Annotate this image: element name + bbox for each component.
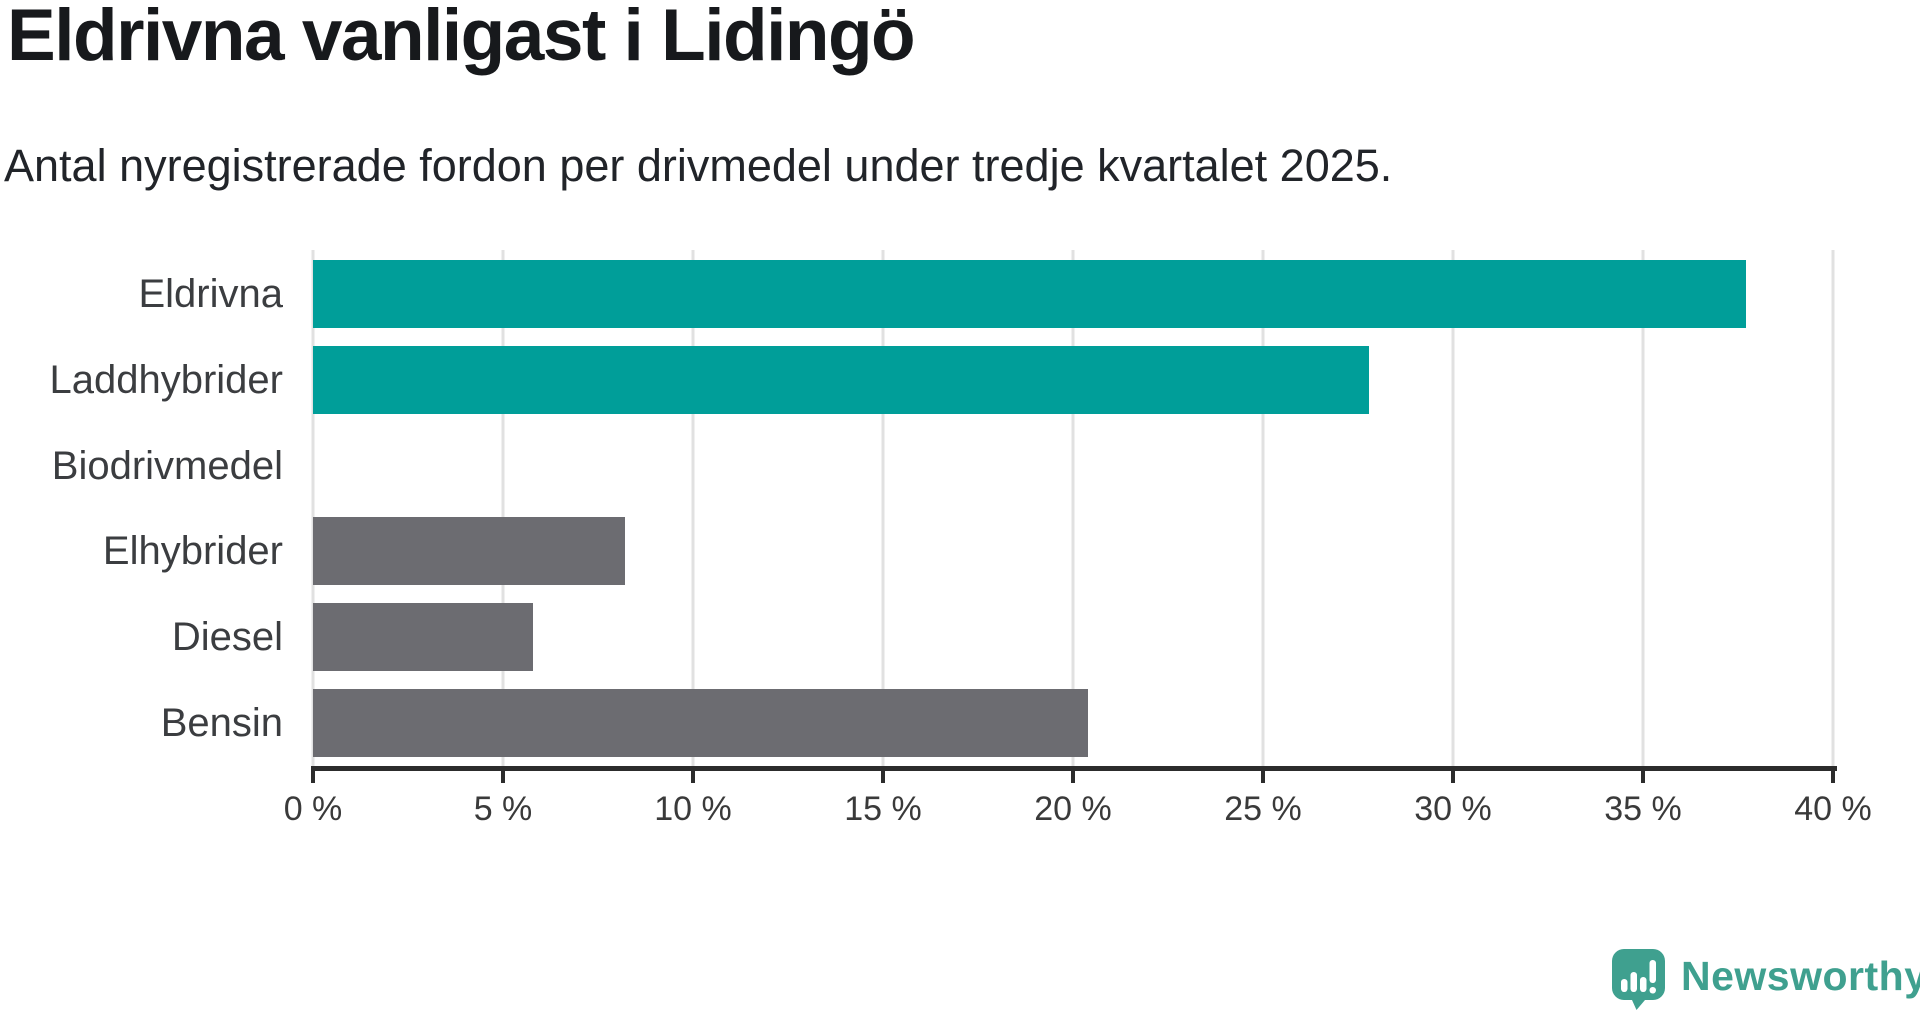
gridline-5 (501, 250, 505, 766)
chart-title: Eldrivna vanligast i Lidingö (7, 0, 916, 76)
x-tick-10 (691, 766, 695, 783)
x-tick-25 (1261, 766, 1265, 783)
gridline-25 (1261, 250, 1265, 766)
plot-area (311, 250, 1835, 766)
category-label-laddhybrider: Laddhybrider (49, 358, 284, 402)
gridline-20 (1071, 250, 1075, 766)
chart-subtitle: Antal nyregistrerade fordon per drivmede… (4, 140, 1393, 191)
gridline-30 (1451, 250, 1455, 766)
category-label-diesel: Diesel (171, 615, 283, 659)
bar-laddhybrider (313, 346, 1370, 414)
gridline-35 (1641, 250, 1645, 766)
bar-eldrivna (313, 260, 1746, 328)
gridline-10 (691, 250, 695, 766)
newsworthy-logo[interactable]: Newsworthy (1610, 948, 1920, 1010)
x-tick-label-20: 20 % (1034, 790, 1112, 828)
x-tick-40 (1831, 766, 1835, 783)
category-label-elhybrider: Elhybrider (102, 529, 283, 573)
x-tick-label-0: 0 % (283, 790, 343, 828)
x-tick-15 (881, 766, 885, 783)
x-tick-20 (1071, 766, 1075, 783)
x-tick-label-15: 15 % (844, 790, 922, 828)
gridline-40 (1831, 250, 1835, 766)
x-tick-label-10: 10 % (654, 790, 732, 828)
category-label-biodrivmedel: Biodrivmedel (51, 444, 283, 488)
x-tick-35 (1641, 766, 1645, 783)
x-tick-label-25: 25 % (1224, 790, 1302, 828)
x-tick-label-35: 35 % (1604, 790, 1682, 828)
bar-bensin (313, 689, 1089, 757)
bar-diesel (313, 603, 534, 671)
x-tick-0 (311, 766, 315, 783)
gridline-15 (881, 250, 885, 766)
newsworthy-wordmark: Newsworthy (1681, 953, 1920, 999)
x-tick-5 (501, 766, 505, 783)
gridline-0 (311, 250, 315, 766)
category-label-eldrivna: Eldrivna (138, 272, 283, 316)
newsworthy-logo-icon (1612, 949, 1665, 1010)
x-tick-label-40: 40 % (1794, 790, 1872, 828)
x-tick-30 (1451, 766, 1455, 783)
category-label-bensin: Bensin (160, 701, 283, 745)
x-tick-label-5: 5 % (473, 790, 533, 828)
x-tick-label-30: 30 % (1414, 790, 1492, 828)
bar-elhybrider (313, 517, 625, 585)
